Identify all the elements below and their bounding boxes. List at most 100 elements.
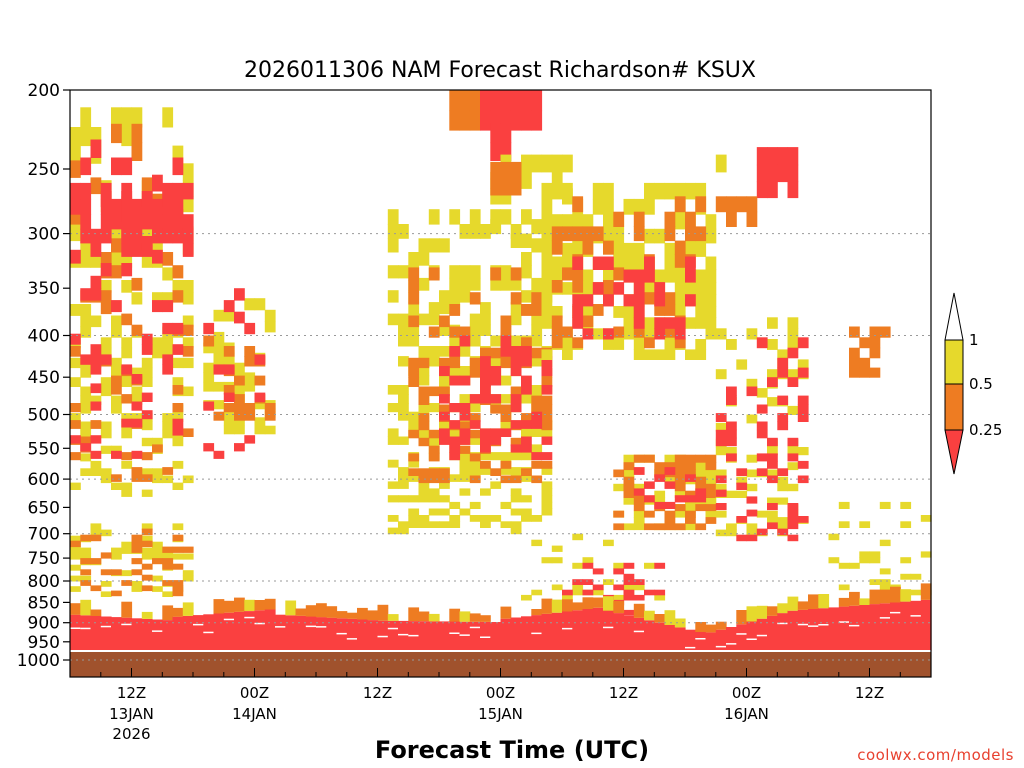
ri-cell-low xyxy=(480,110,491,131)
ri-cell-high xyxy=(131,367,143,378)
ri-cell-mid xyxy=(633,504,645,512)
ri-cell-low xyxy=(582,562,594,569)
ri-cell-low xyxy=(131,242,143,257)
ri-cell-low xyxy=(459,428,471,437)
ri-cell-high xyxy=(80,468,92,476)
ri-cell-mid xyxy=(408,315,420,328)
ri-cell-mid xyxy=(695,483,707,492)
boundary-layer-fringe xyxy=(469,613,481,622)
ri-cell-mid xyxy=(521,337,532,349)
ri-cell-high xyxy=(664,339,676,350)
x-tick-day-label: 16JAN xyxy=(724,705,769,723)
ri-cell-high xyxy=(551,214,563,230)
ri-cell-high xyxy=(603,339,614,350)
ri-cell-mid xyxy=(685,490,696,498)
ri-cell-high xyxy=(459,474,471,482)
boundary-layer-fringe xyxy=(418,611,430,622)
ri-cell-high xyxy=(572,562,584,569)
ri-cell-mid xyxy=(674,504,686,512)
boundary-layer-cell xyxy=(121,617,133,651)
ri-cell-high xyxy=(254,400,266,410)
ri-cell-low xyxy=(572,579,584,585)
ri-cell-low xyxy=(767,181,778,199)
ri-cell-high xyxy=(244,298,256,311)
y-tick-label: 1000 xyxy=(17,651,60,671)
ri-cell-mid xyxy=(141,528,153,536)
ri-cell-high xyxy=(685,182,696,200)
ri-cell-high xyxy=(746,328,758,340)
ri-cell-low xyxy=(777,147,789,166)
ri-cell-high xyxy=(592,589,604,596)
ri-cell-high xyxy=(869,579,881,585)
ri-cell-mid xyxy=(551,326,563,338)
boundary-layer-cell xyxy=(838,606,850,651)
ri-cell-high xyxy=(541,428,553,437)
ri-cell-high xyxy=(603,579,614,585)
ri-cell-mid xyxy=(695,523,707,531)
ri-cell-low xyxy=(480,444,491,453)
ri-cell-mid xyxy=(685,226,696,242)
boundary-layer-fringe xyxy=(80,599,92,616)
ri-cell-mid xyxy=(111,474,122,482)
ri-cell-low xyxy=(685,474,696,482)
ri-cell-high xyxy=(777,476,789,485)
ri-cell-mid xyxy=(500,475,512,484)
ri-cell-high xyxy=(234,425,245,435)
ri-cell-low xyxy=(510,403,522,413)
ri-cell-mid xyxy=(418,413,430,422)
boundary-layer-fringe xyxy=(172,607,184,617)
ri-cell-high xyxy=(521,452,532,461)
ri-cell-low xyxy=(469,394,481,404)
ri-cell-low xyxy=(633,594,645,601)
ri-cell-mid xyxy=(490,178,502,196)
ri-cell-mid xyxy=(408,367,420,378)
ri-cell-mid xyxy=(664,211,676,227)
ri-cell-low xyxy=(521,420,532,429)
ri-cell-mid xyxy=(664,523,676,531)
ri-cell-high xyxy=(121,547,133,554)
ri-cell-high xyxy=(777,523,789,531)
ri-cell-low xyxy=(182,214,194,230)
ri-cell-high xyxy=(398,335,409,347)
boundary-layer-fringe xyxy=(377,604,389,621)
ri-cell-high xyxy=(582,269,594,283)
boundary-layer-fringe xyxy=(613,600,625,614)
ri-cell-mid xyxy=(70,160,81,178)
ri-cell-high xyxy=(859,521,871,528)
ri-cell-low xyxy=(500,346,512,357)
boundary-layer-fringe xyxy=(162,605,174,621)
boundary-layer-cell xyxy=(726,627,737,651)
ri-cell-mid xyxy=(674,196,686,213)
ri-cell-low xyxy=(582,589,594,596)
ri-cell-high xyxy=(480,452,491,461)
ri-cell-low xyxy=(100,191,112,208)
ri-cell-high xyxy=(459,508,471,516)
x-axis-label: Forecast Time (UTC) xyxy=(375,736,649,764)
ri-cell-mid xyxy=(500,357,512,369)
ri-cell-mid xyxy=(510,292,522,305)
ri-cell-mid xyxy=(121,313,133,326)
ri-cell-mid xyxy=(449,110,461,131)
ri-cell-high xyxy=(213,331,225,343)
ri-cell-high xyxy=(603,539,614,547)
ri-cell-mid xyxy=(582,240,594,255)
ri-cell-low xyxy=(152,228,163,244)
ri-cell-high xyxy=(182,575,194,582)
ri-cell-high xyxy=(695,269,707,283)
ri-cell-low xyxy=(182,242,194,257)
ri-cell-low xyxy=(80,182,92,200)
ri-cell-low xyxy=(182,228,194,244)
ri-cell-low xyxy=(521,444,532,453)
boundary-layer-cell xyxy=(900,601,912,651)
boundary-layer-fringe xyxy=(367,610,379,621)
ri-cell-high xyxy=(172,280,184,293)
ri-cell-mid xyxy=(141,585,153,592)
ri-cell-low xyxy=(644,481,655,489)
ri-cell-mid xyxy=(531,347,543,359)
ri-cell-high xyxy=(182,163,194,181)
ri-cell-mid xyxy=(121,580,133,586)
ri-cell-high xyxy=(469,265,481,279)
ri-cell-low xyxy=(756,421,768,431)
boundary-layer-cell xyxy=(510,617,522,651)
ri-cell-high xyxy=(439,324,450,336)
